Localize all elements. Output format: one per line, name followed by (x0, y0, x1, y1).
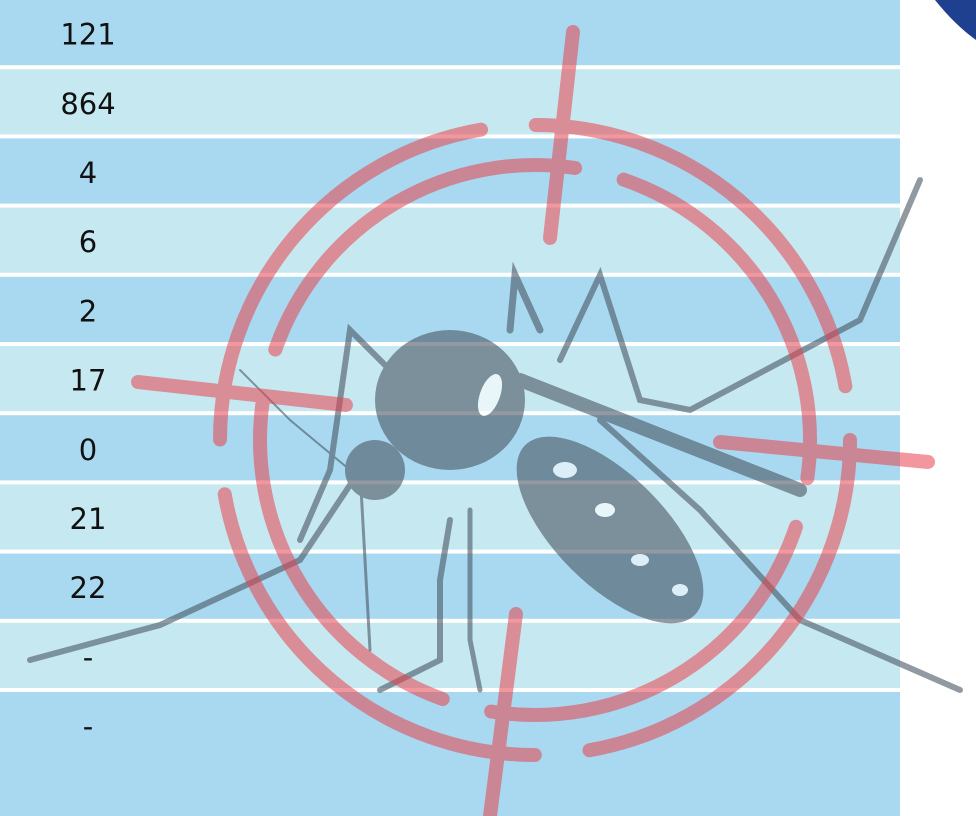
table-row (0, 692, 900, 816)
cell-value: 121 (60, 18, 115, 52)
cell-value: 4 (79, 156, 97, 190)
cell-value: 2 (79, 294, 97, 328)
cell-value: 22 (70, 571, 107, 605)
cell-value: 864 (60, 87, 115, 121)
table-row (0, 484, 900, 550)
cell-value: - (83, 710, 93, 744)
cell-value: 6 (79, 225, 97, 259)
cell-value: 0 (79, 433, 97, 467)
table-row (0, 0, 900, 66)
table-row (0, 69, 900, 135)
cell-value: 17 (70, 364, 107, 398)
corner-decoration (935, 0, 976, 40)
crosshair (131, 25, 935, 816)
mosquito-illustration (27, 177, 963, 693)
cell-value: - (83, 640, 93, 674)
table-row (0, 138, 900, 204)
cell-value: 21 (70, 502, 107, 536)
